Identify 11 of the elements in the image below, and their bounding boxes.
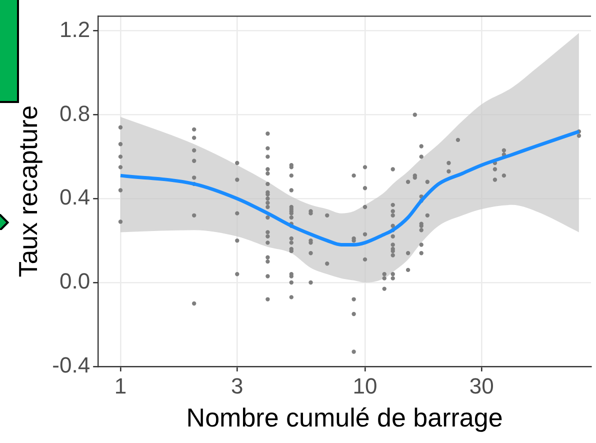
y-tick-label: -0.4 — [52, 352, 90, 378]
x-tick-label: 30 — [469, 374, 494, 399]
y-tick-label: 0.4 — [60, 184, 90, 210]
y-tick-label: 0.8 — [60, 100, 90, 126]
x-axis-title: Nombre cumulé de barrage — [186, 402, 503, 433]
x-tick-label: 10 — [352, 374, 378, 399]
x-tick-label: 1 — [114, 374, 127, 399]
y-axis-title: Taux recapture — [12, 105, 43, 278]
x-tick-label: 3 — [231, 374, 244, 399]
y-tick-label: 0.0 — [60, 268, 90, 294]
y-tick-label: 1.2 — [60, 16, 90, 42]
